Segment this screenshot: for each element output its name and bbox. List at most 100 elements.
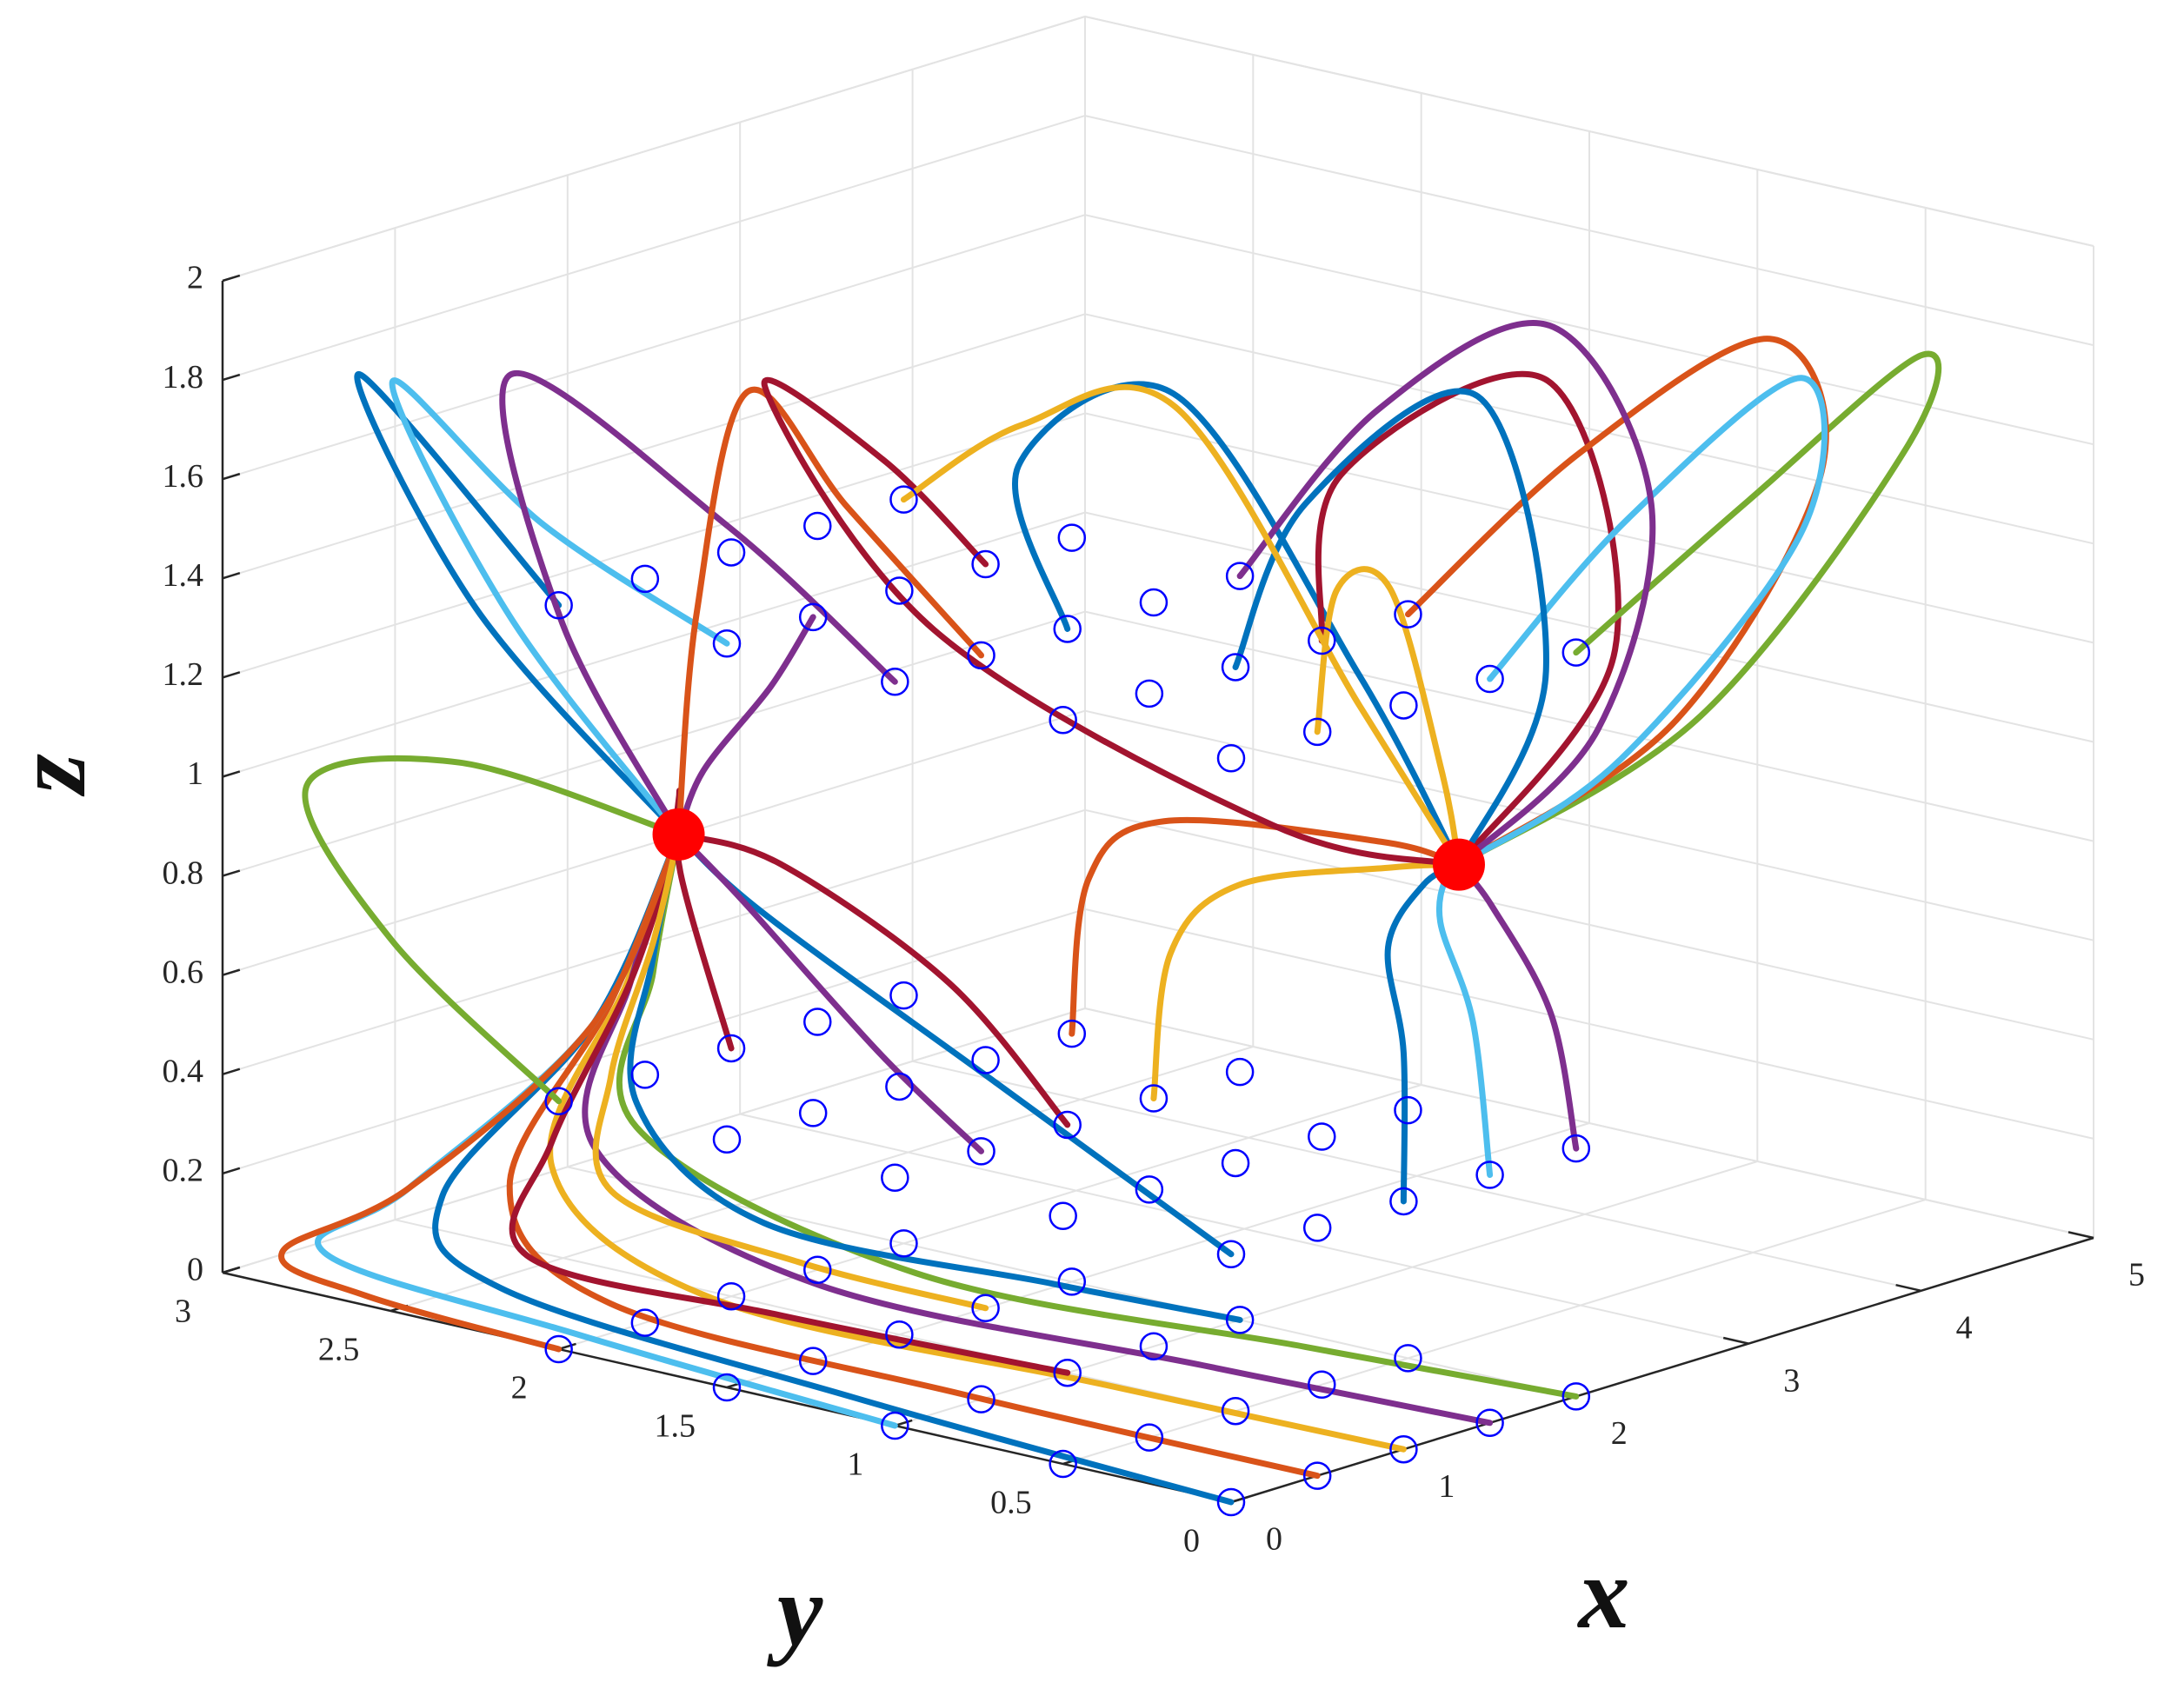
initial-point bbox=[803, 511, 832, 541]
x-tick bbox=[1722, 1336, 1749, 1345]
y-tick-label: 3 bbox=[175, 1294, 191, 1330]
initial-point bbox=[1221, 1396, 1250, 1426]
trajectory bbox=[1236, 320, 1656, 868]
x-tick-label: 1 bbox=[1438, 1468, 1455, 1505]
trajectory bbox=[676, 831, 1071, 1128]
trajectory bbox=[1314, 566, 1462, 868]
initial-point bbox=[881, 1163, 909, 1192]
trajectory bbox=[900, 383, 1462, 868]
initial-point bbox=[716, 1281, 746, 1311]
trajectory bbox=[278, 831, 682, 1353]
trajectory bbox=[676, 614, 816, 838]
initial-point bbox=[803, 1255, 832, 1285]
z-tick-label: 1.6 bbox=[163, 458, 204, 495]
initial-point bbox=[544, 1334, 573, 1364]
initial-point bbox=[798, 1347, 828, 1375]
initial-point bbox=[803, 1008, 832, 1036]
x-tick bbox=[1895, 1283, 1921, 1293]
z-tick bbox=[222, 1067, 241, 1075]
initial-point bbox=[716, 538, 746, 567]
initial-point bbox=[1139, 1332, 1169, 1361]
initial-point bbox=[881, 1411, 909, 1440]
initial-point bbox=[1216, 744, 1246, 773]
initial-point bbox=[1221, 653, 1250, 682]
initial-point bbox=[1225, 1057, 1255, 1087]
trajectory bbox=[1069, 816, 1462, 1037]
grid-line bbox=[222, 709, 1086, 976]
grid-line bbox=[1084, 908, 2094, 1140]
z-tick bbox=[222, 869, 241, 877]
initial-point bbox=[1302, 1214, 1332, 1242]
y-axis-label: y bbox=[767, 1553, 823, 1667]
initial-point bbox=[1049, 706, 1077, 735]
grid-line bbox=[222, 16, 1086, 282]
initial-point bbox=[1139, 1084, 1169, 1113]
initial-point bbox=[712, 1125, 742, 1154]
trajectory bbox=[354, 370, 682, 838]
grid-line bbox=[222, 115, 1086, 382]
z-tick bbox=[222, 472, 241, 481]
initial-point bbox=[544, 591, 573, 620]
initial-point bbox=[1135, 1423, 1164, 1452]
initial-point bbox=[967, 1385, 995, 1413]
initial-point bbox=[1225, 1306, 1255, 1334]
initial-point bbox=[712, 629, 742, 658]
y-tick-label: 2.5 bbox=[318, 1332, 360, 1368]
trajectory bbox=[1455, 350, 1942, 868]
y-tick-label: 1.5 bbox=[655, 1408, 696, 1445]
grid-line bbox=[222, 412, 1086, 679]
trajectory bbox=[592, 831, 989, 1312]
initial-point bbox=[1475, 1161, 1504, 1189]
y-tick-label: 0 bbox=[1183, 1523, 1200, 1560]
z-tick-label: 1.4 bbox=[163, 557, 204, 594]
grid-line bbox=[1084, 16, 2094, 247]
initial-point bbox=[1308, 626, 1336, 655]
trajectory bbox=[676, 831, 1235, 1258]
z-tick bbox=[222, 770, 241, 778]
z-tick-label: 1.8 bbox=[163, 359, 204, 396]
initial-point bbox=[798, 602, 828, 632]
y-tick bbox=[222, 1266, 241, 1274]
trajectory bbox=[1232, 388, 1549, 868]
z-tick bbox=[222, 671, 241, 679]
initial-point bbox=[1561, 1382, 1591, 1411]
grid-line bbox=[1084, 412, 2094, 644]
trajectory bbox=[1384, 861, 1462, 1205]
z-tick-label: 1.2 bbox=[163, 656, 204, 693]
trajectory bbox=[499, 369, 898, 838]
initial-point bbox=[798, 1099, 828, 1127]
grid-line bbox=[222, 511, 1086, 778]
equilibrium-point bbox=[652, 808, 705, 861]
x-tick-label: 4 bbox=[1956, 1310, 1973, 1347]
z-tick-label: 1 bbox=[187, 755, 203, 792]
z-tick-label: 0.2 bbox=[163, 1153, 204, 1189]
z-tick-label: 0.4 bbox=[163, 1054, 204, 1090]
initial-point bbox=[1216, 1240, 1246, 1268]
z-tick bbox=[222, 968, 241, 976]
initial-point bbox=[1225, 562, 1255, 590]
initial-point bbox=[712, 1373, 742, 1402]
trajectory bbox=[1455, 861, 1580, 1152]
grid-line bbox=[1062, 1199, 1926, 1465]
trajectory bbox=[302, 755, 682, 1105]
x-axis-label: x bbox=[1577, 1536, 1630, 1650]
initial-point bbox=[889, 1229, 918, 1258]
trajectory bbox=[676, 386, 985, 838]
z-tick-label: 0.6 bbox=[163, 954, 204, 990]
y-tick-label: 2 bbox=[511, 1370, 528, 1407]
initial-point bbox=[1394, 1344, 1422, 1373]
z-tick-label: 2 bbox=[187, 260, 203, 296]
trajectory bbox=[1011, 381, 1462, 868]
initial-point bbox=[889, 981, 918, 1010]
initial-point bbox=[1216, 1487, 1246, 1517]
initial-point bbox=[1135, 1175, 1164, 1204]
grid-line bbox=[1084, 709, 2094, 941]
initial-point bbox=[1389, 1187, 1418, 1216]
initial-point bbox=[1475, 664, 1504, 694]
grid-line bbox=[1084, 313, 2094, 545]
trajectory bbox=[761, 376, 1462, 868]
y-tick-label: 1 bbox=[847, 1447, 863, 1483]
initial-point bbox=[1389, 1434, 1418, 1464]
initial-point bbox=[1049, 1201, 1077, 1230]
